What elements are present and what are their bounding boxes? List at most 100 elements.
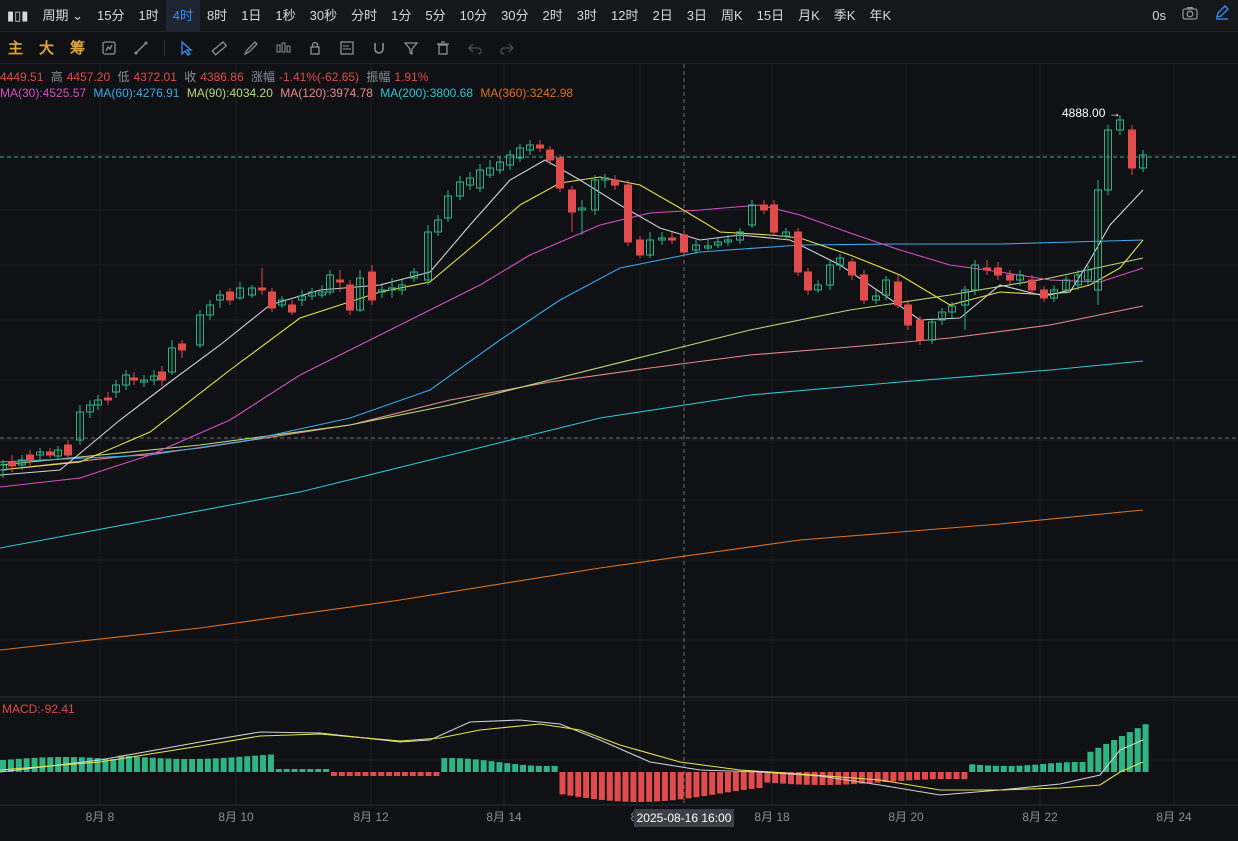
- chevron-down-icon: ⌄: [72, 7, 84, 23]
- macd-bar: [780, 772, 787, 784]
- interval-15d[interactable]: 15日: [756, 7, 785, 23]
- interval-1h[interactable]: 1时: [138, 7, 159, 23]
- macd-bar: [811, 772, 818, 785]
- cursor-icon[interactable]: [171, 32, 203, 64]
- ruler-icon[interactable]: [203, 32, 235, 64]
- x-axis-tick-label: 8月 10: [218, 810, 254, 824]
- template-icon[interactable]: [331, 32, 363, 64]
- candle-body: [112, 384, 120, 393]
- x-axis-tick-label: 8月 14: [486, 810, 522, 824]
- interval-8h[interactable]: 8时: [206, 7, 228, 23]
- macd-bar: [709, 772, 716, 795]
- macd-bar: [914, 772, 921, 780]
- macd-bar: [961, 772, 968, 780]
- macd-bar: [937, 772, 944, 780]
- candle-body: [601, 177, 609, 181]
- macd-bar: [827, 772, 834, 785]
- interval-month[interactable]: 月K: [798, 7, 820, 23]
- macd-bar: [228, 757, 235, 772]
- magnet-icon[interactable]: [363, 32, 395, 64]
- interval-12h[interactable]: 12时: [611, 7, 639, 23]
- candle-body: [150, 375, 158, 381]
- interval-1m[interactable]: 1分: [391, 7, 412, 23]
- trash-icon[interactable]: [427, 32, 459, 64]
- interval-3d[interactable]: 3日: [686, 7, 707, 23]
- interval-30s[interactable]: 30秒: [309, 7, 338, 23]
- macd-bar: [346, 772, 353, 776]
- macd-bar: [15, 758, 22, 772]
- ruler-line-icon[interactable]: [125, 32, 157, 64]
- interval-15m[interactable]: 15分: [97, 7, 125, 23]
- candle-body: [1104, 129, 1112, 191]
- macd-bar: [1103, 743, 1110, 772]
- interval-3h[interactable]: 3时: [576, 7, 598, 23]
- indicator-settings-icon[interactable]: [93, 32, 125, 64]
- brush-icon[interactable]: [235, 32, 267, 64]
- pencil-icon[interactable]: [1206, 0, 1238, 32]
- candle-body: [94, 399, 102, 406]
- macd-bar: [378, 772, 385, 776]
- main-indicator-toggle[interactable]: 主: [8, 40, 24, 57]
- macd-bar: [717, 772, 724, 794]
- candle-body: [326, 274, 334, 293]
- candle-body: [1062, 279, 1070, 291]
- macd-bar: [661, 772, 668, 801]
- interval-4h[interactable]: 4时: [165, 0, 200, 32]
- macd-bar: [701, 772, 708, 797]
- macd-bar: [433, 772, 440, 776]
- interval-30m[interactable]: 30分: [501, 7, 529, 23]
- macd-bar: [1032, 764, 1039, 772]
- lock-icon[interactable]: [299, 32, 331, 64]
- candle-body: [516, 147, 524, 159]
- candle-body: [938, 311, 946, 321]
- interval-5m[interactable]: 5分: [425, 7, 446, 23]
- macd-bar: [630, 772, 637, 802]
- topbar-right: 0s: [1144, 0, 1238, 32]
- macd-bar: [638, 772, 645, 802]
- candle-body: [486, 167, 494, 176]
- macd-bar: [1111, 739, 1118, 772]
- chips-toggle[interactable]: 筹: [70, 40, 86, 57]
- filter-icon[interactable]: [395, 32, 427, 64]
- ma200-value: MA(200):3800.68: [380, 86, 474, 100]
- macd-bar: [788, 772, 794, 785]
- interval-10m[interactable]: 10分: [459, 7, 488, 23]
- interval-1s[interactable]: 1秒: [275, 7, 296, 23]
- macd-bar: [110, 758, 117, 772]
- redo-icon[interactable]: [491, 32, 523, 64]
- candle-body: [506, 154, 514, 166]
- macd-bar: [220, 757, 227, 772]
- camera-icon[interactable]: [1174, 0, 1206, 32]
- x-axis-tick-label: 8月 8: [86, 810, 115, 824]
- ma60-value: MA(60):4276.91: [93, 86, 180, 100]
- candle-body: [770, 204, 778, 233]
- candle-type-button[interactable]: ▮▯▮: [0, 0, 35, 32]
- interval-1d[interactable]: 1日: [241, 7, 262, 23]
- interval-time-share[interactable]: 分时: [351, 7, 378, 23]
- interval-week[interactable]: 周K: [720, 7, 743, 23]
- period-dropdown[interactable]: 周期 ⌄: [42, 7, 84, 23]
- candle-body: [611, 179, 619, 186]
- candle-body: [0, 464, 7, 471]
- macd-bar: [677, 772, 684, 800]
- macd-bar: [86, 757, 93, 772]
- big-order-toggle[interactable]: 大: [39, 40, 55, 57]
- candle-body: [804, 271, 812, 291]
- macd-bar: [685, 772, 692, 799]
- interval-2h[interactable]: 2时: [542, 7, 563, 23]
- high-price-marker: 4888.00 →: [1062, 106, 1121, 120]
- macd-bar: [260, 755, 267, 772]
- macd-bar: [512, 764, 519, 772]
- candle-pattern-icon[interactable]: [267, 32, 299, 64]
- interval-2d[interactable]: 2日: [652, 7, 673, 23]
- macd-bar: [527, 765, 534, 772]
- macd-bar: [7, 759, 14, 772]
- ma-white-line: [0, 159, 1144, 476]
- undo-icon[interactable]: [459, 32, 491, 64]
- interval-quarter[interactable]: 季K: [833, 7, 856, 23]
- interval-year[interactable]: 年K: [869, 7, 892, 23]
- macd-bar: [669, 772, 676, 801]
- macd-bar: [543, 765, 550, 772]
- ma360-value: MA(360):3242.98: [480, 86, 574, 100]
